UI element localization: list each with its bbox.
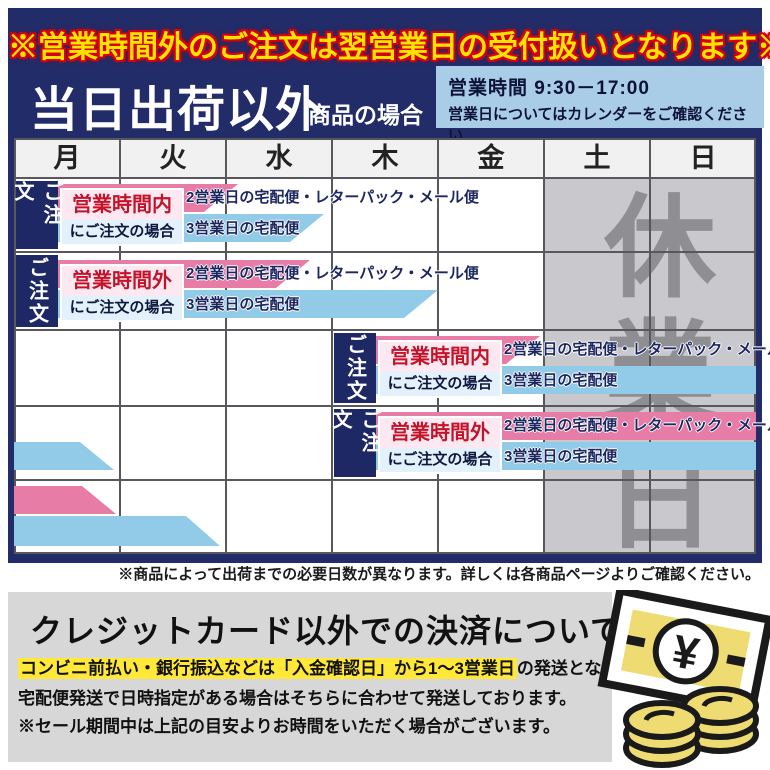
timing-row4: 営業時間外 xyxy=(380,418,500,448)
shipping-days-note: ※商品によって出荷までの必要日数が異なります。詳しくは各商品ページよりご確認くだ… xyxy=(118,566,760,583)
arrow-2days-text-row3: 2営業日の宅配便・レターパック・メール便 xyxy=(504,341,770,358)
arrow-3days-text-row1: 3営業日の宅配便 xyxy=(186,220,300,237)
after-hours-banner: ※営業時間外のご注文は翌営業日の受付扱いとなります※ xyxy=(8,31,770,64)
timing-sub-row4: にご注文の場合 xyxy=(380,448,500,472)
order-label-row1: ご注文 xyxy=(11,181,62,249)
day-wed: 水 xyxy=(265,143,293,173)
timing-sub-row1: にご注文の場合 xyxy=(62,220,182,244)
money-icon: ¥ xyxy=(597,590,770,768)
payment-info-box: クレジットカード以外での決済について コンビニ前払い・銀行振込などは「入金確認日… xyxy=(8,592,668,762)
timing-sub-row3: にご注文の場合 xyxy=(380,372,500,396)
day-sun: 日 xyxy=(689,143,717,173)
timing-label-row3: 営業時間内 にご注文の場合 xyxy=(378,340,502,398)
payment-line2: 宅配便発送で日時指定がある場合はそちらに合わせて発送しております。 xyxy=(18,689,577,708)
timing-row3: 営業時間内 xyxy=(380,342,500,372)
arrow-2days-text-row4: 2営業日の宅配便・レターパック・メール便 xyxy=(504,417,770,434)
timing-row2: 営業時間外 xyxy=(62,266,182,296)
timing-label-row1: 営業時間内 にご注文の場合 xyxy=(60,188,184,246)
day-sat: 土 xyxy=(583,143,611,173)
arrow-3days-text-row2: 3営業日の宅配便 xyxy=(186,296,300,313)
timing-sub-row2: にご注文の場合 xyxy=(62,296,182,320)
day-mon: 月 xyxy=(53,143,81,173)
business-hours: 営業時間 9:30－17:00 xyxy=(448,78,650,99)
page-title: 当日出荷以外 xyxy=(30,84,325,137)
business-hours-box: 営業時間 9:30－17:00 営業日についてはカレンダーをご確認ください xyxy=(436,66,764,144)
timing-row1: 営業時間内 xyxy=(62,190,182,220)
arrow-3days-wrap-row4 xyxy=(14,516,220,546)
day-thu: 木 xyxy=(371,143,399,173)
payment-line3: ※セール期間中は上記の目安よりお時間をいただく場合がございます。 xyxy=(18,717,560,736)
timing-label-row4: 営業時間外 にご注文の場合 xyxy=(378,416,502,474)
day-tue: 火 xyxy=(159,143,187,173)
payment-line1-highlight: コンビニ前払い・銀行振込などは「入金確認日」から1～3営業日 xyxy=(18,658,517,679)
day-header-row xyxy=(14,138,756,178)
order-label-row2: ご注文 xyxy=(16,255,58,327)
arrow-3days-text-row3: 3営業日の宅配便 xyxy=(504,372,618,389)
arrow-2days-text-row2: 2営業日の宅配便・レターパック・メール便 xyxy=(186,265,479,282)
order-label-row4: ご注文 xyxy=(329,409,380,477)
arrow-2days-text-row1: 2営業日の宅配便・レターパック・メール便 xyxy=(186,189,479,206)
day-fri: 金 xyxy=(477,143,505,173)
arrow-3days-text-row4: 3営業日の宅配便 xyxy=(504,448,618,465)
timing-label-row2: 営業時間外 にご注文の場合 xyxy=(60,264,184,322)
order-label-row3: ご注文 xyxy=(334,333,376,403)
payment-line1: コンビニ前払い・銀行振込などは「入金確認日」から1～3営業日 の発送となります。 xyxy=(18,654,668,679)
page-subtitle: 商品の場合 xyxy=(308,102,423,128)
payment-title: クレジットカード以外での決済について xyxy=(30,613,624,649)
shipping-calendar: 休業日 月 火 水 木 金 土 日 ご注文 2営業日の宅配便・レターパック・メー… xyxy=(11,138,770,566)
